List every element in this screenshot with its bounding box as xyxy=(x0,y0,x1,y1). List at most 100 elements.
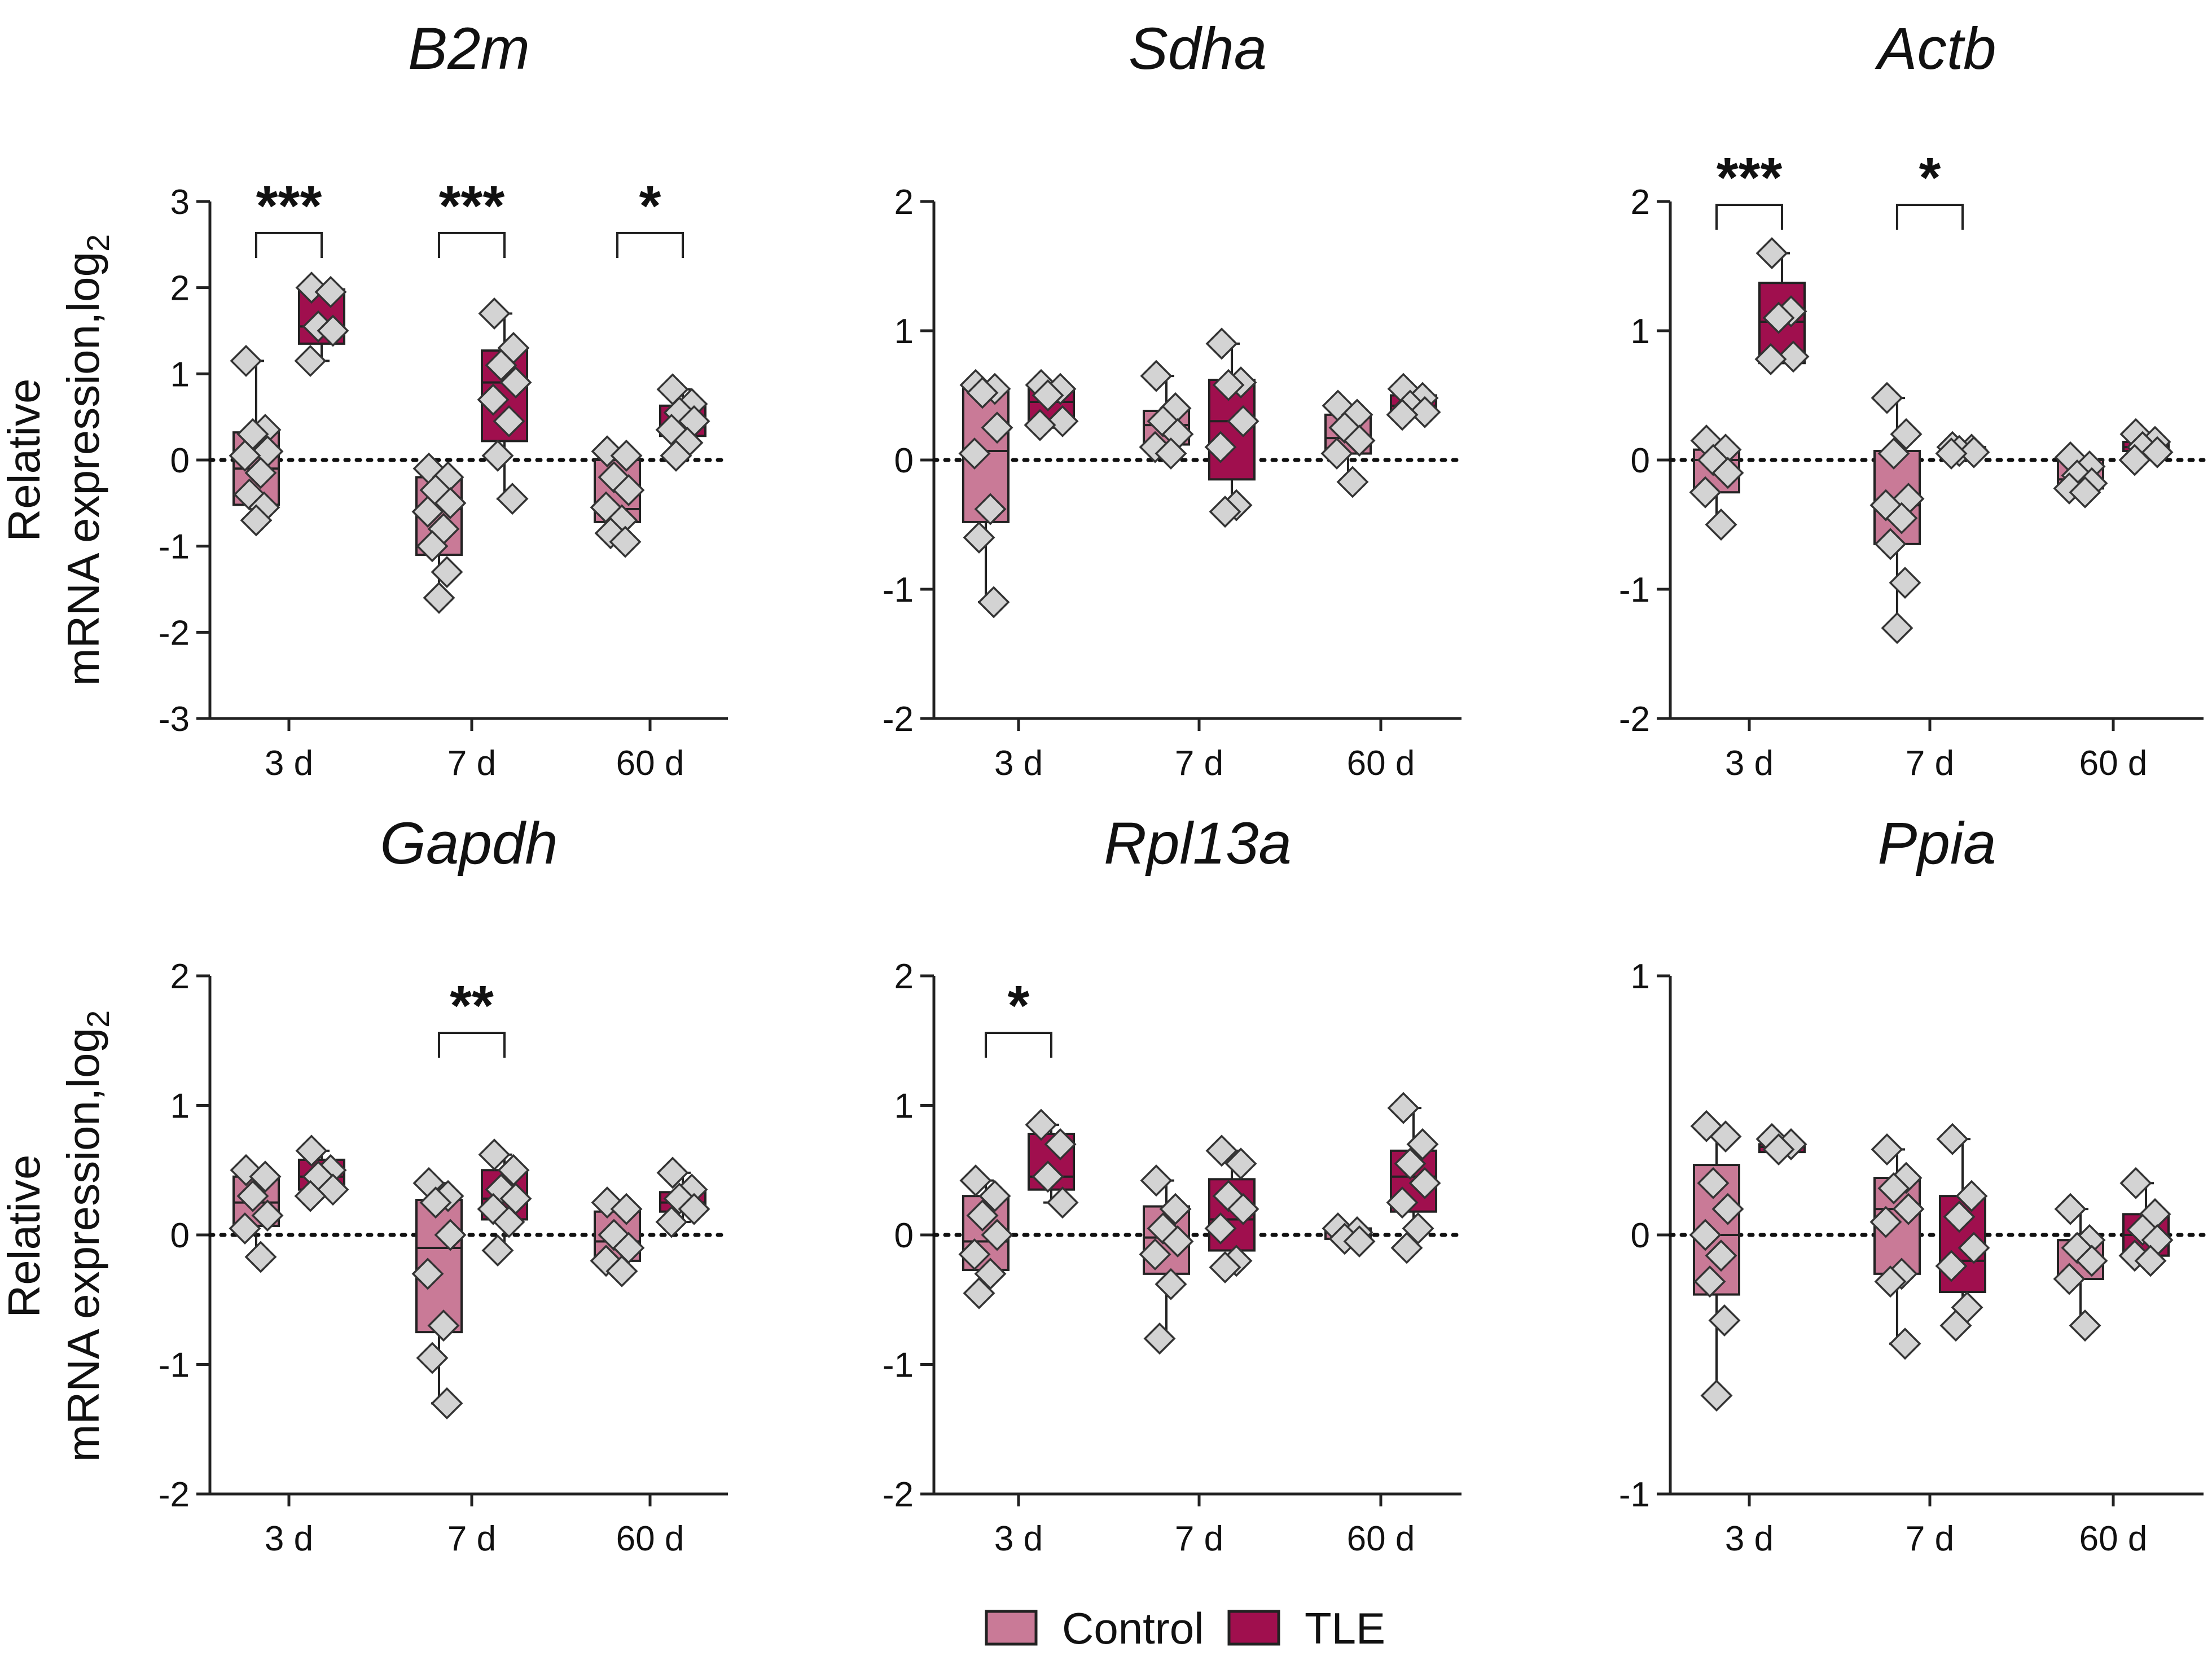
data-point-control xyxy=(2069,476,2101,509)
significance-label: * xyxy=(1919,146,1941,209)
data-point-tle xyxy=(1777,340,1810,373)
data-point-tle xyxy=(1755,237,1788,270)
x-tick-label: 7 d xyxy=(447,1519,496,1558)
y-axis-label-line2: mRNA expression,log2 xyxy=(58,234,116,686)
legend-swatch-control xyxy=(985,1610,1038,1646)
data-point-tle xyxy=(1209,496,1241,528)
data-point-tle xyxy=(485,349,517,382)
data-point-tle xyxy=(497,1154,530,1186)
y-tick-label: 0 xyxy=(170,441,190,480)
data-point-control xyxy=(966,1199,999,1232)
significance-label: *** xyxy=(439,174,505,238)
y-tick-label: -1 xyxy=(1619,571,1650,610)
legend-label-tle: TLE xyxy=(1305,1603,1385,1653)
data-point-tle xyxy=(2118,444,2151,476)
data-point-control xyxy=(1889,1327,1921,1360)
data-point-control xyxy=(1143,1322,1176,1355)
data-point-control xyxy=(229,1212,261,1245)
significance-label: * xyxy=(1008,974,1030,1037)
data-point-tle xyxy=(481,1234,514,1267)
data-point-control xyxy=(2075,1245,2108,1277)
y-axis-label-subscript: 2 xyxy=(80,1010,116,1028)
data-point-tle xyxy=(1227,405,1259,437)
data-point-tle xyxy=(1936,1123,1969,1155)
panel-title: B2m xyxy=(408,16,530,82)
data-point-control xyxy=(1871,1133,1903,1166)
data-point-control xyxy=(423,581,455,614)
x-tick-label: 3 d xyxy=(1725,744,1774,783)
y-tick-label: -1 xyxy=(883,1346,914,1385)
x-tick-label: 7 d xyxy=(447,744,496,783)
legend-label-control: Control xyxy=(1062,1603,1204,1653)
data-point-control xyxy=(610,1193,643,1225)
x-tick-label: 60 d xyxy=(2079,744,2148,783)
data-point-tle xyxy=(295,1134,328,1167)
data-point-control xyxy=(1708,1304,1741,1337)
data-point-tle xyxy=(1408,1167,1441,1199)
data-point-control xyxy=(233,478,266,511)
data-point-tle xyxy=(1227,1193,1259,1225)
y-tick-label: 2 xyxy=(170,957,190,996)
y-tick-label: 1 xyxy=(894,312,914,351)
data-point-tle xyxy=(1046,405,1079,437)
data-point-control xyxy=(1892,1193,1925,1225)
data-point-control xyxy=(609,525,642,558)
data-point-control xyxy=(230,344,262,377)
y-axis-label-text: mRNA expression,log xyxy=(58,1028,108,1462)
data-point-tle xyxy=(1394,1147,1427,1180)
data-point-control xyxy=(416,530,449,563)
x-tick-label: 7 d xyxy=(1175,1519,1223,1558)
data-point-control xyxy=(411,496,444,528)
data-point-control xyxy=(2053,1263,2086,1295)
data-point-tle xyxy=(678,1193,710,1225)
data-point-control xyxy=(431,1387,463,1419)
data-point-control xyxy=(981,1219,1013,1251)
y-tick-label: 0 xyxy=(1631,1216,1650,1255)
x-tick-label: 3 d xyxy=(994,744,1043,783)
data-point-tle xyxy=(660,439,692,472)
y-axis-label-line2: mRNA expression,log2 xyxy=(58,1010,116,1462)
y-tick-label: 2 xyxy=(894,957,914,996)
data-point-control xyxy=(605,1255,638,1287)
data-point-tle xyxy=(1024,409,1056,441)
data-point-control xyxy=(1697,1167,1730,1199)
panel-title: Ppia xyxy=(1877,810,1996,877)
y-tick-label: -1 xyxy=(159,1346,190,1385)
data-point-tle xyxy=(655,1206,688,1238)
data-point-control xyxy=(434,1219,467,1251)
y-tick-label: -2 xyxy=(1619,700,1650,739)
data-point-tle xyxy=(294,344,327,377)
legend-swatch-tle xyxy=(1227,1610,1280,1646)
data-point-control xyxy=(1320,437,1353,470)
data-point-control xyxy=(1689,476,1722,509)
data-point-tle xyxy=(1935,1250,1968,1282)
data-point-control xyxy=(1869,1206,1902,1238)
data-point-control xyxy=(1889,567,1921,599)
data-point-control xyxy=(1155,437,1187,470)
data-point-control xyxy=(1885,502,1918,534)
y-axis-label-text: mRNA expression,log xyxy=(58,252,108,686)
data-point-control xyxy=(1689,1219,1722,1251)
data-point-control xyxy=(1881,612,1913,645)
data-point-tle xyxy=(1939,1309,1972,1342)
data-point-control xyxy=(1705,1239,1737,1272)
y-tick-label: 1 xyxy=(894,1087,914,1126)
x-tick-label: 60 d xyxy=(1347,744,1415,783)
data-point-control xyxy=(977,586,1010,619)
significance-label: *** xyxy=(1717,146,1783,209)
data-point-control xyxy=(974,493,1007,525)
y-axis-label-line1: Relative xyxy=(0,1154,49,1317)
y-tick-label: 2 xyxy=(894,183,914,222)
data-point-control xyxy=(1140,1164,1173,1197)
data-point-control xyxy=(1877,437,1910,470)
significance-bracket xyxy=(616,232,684,258)
data-point-control xyxy=(958,437,991,470)
panel-sdha: Sdha 2 1 0 -1 -2 3 d 7 d 60 d xyxy=(883,16,1464,783)
data-point-tle xyxy=(1209,1251,1241,1283)
y-tick-label: 1 xyxy=(1631,312,1650,351)
data-point-control xyxy=(1155,1268,1187,1300)
data-point-tle xyxy=(481,439,514,472)
x-tick-label: 60 d xyxy=(2079,1519,2148,1558)
y-tick-label: -2 xyxy=(883,1475,914,1514)
